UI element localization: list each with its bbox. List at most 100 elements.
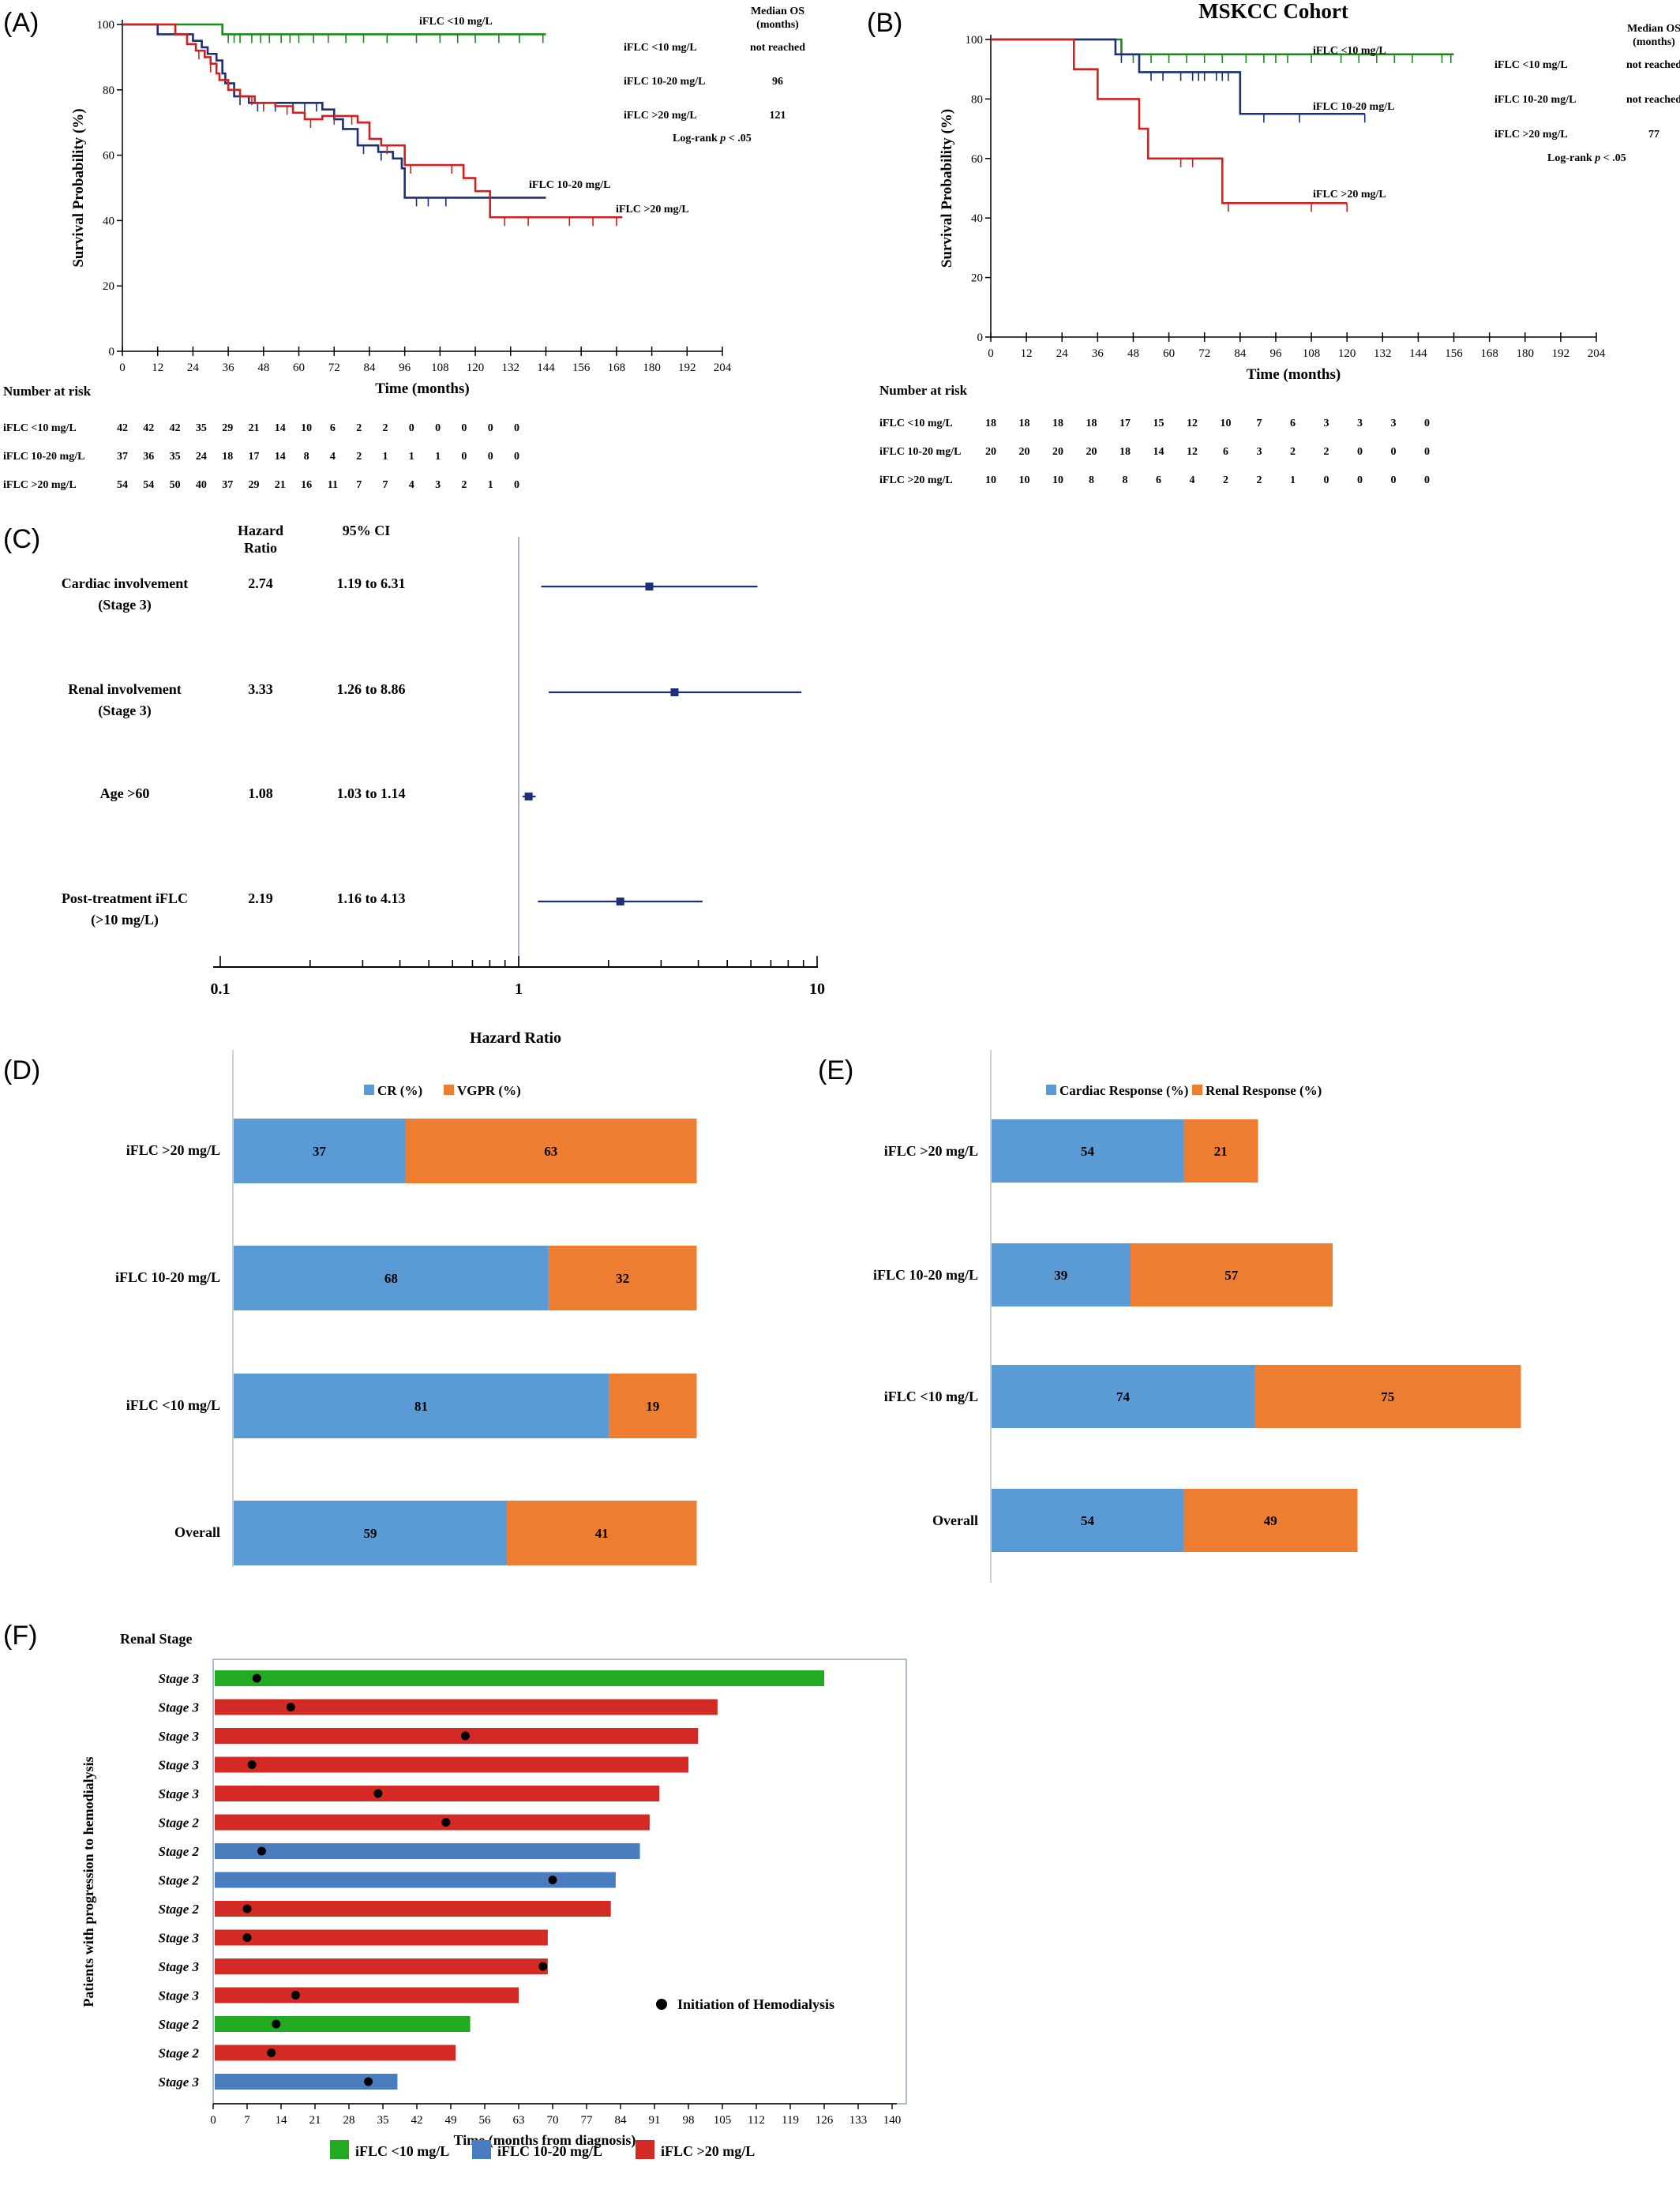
y-tick-label: 60 <box>971 153 983 166</box>
covariate-label: Renal involvement <box>68 681 182 697</box>
legend-label: iFLC >20 mg/L <box>661 2143 755 2159</box>
x-tick-label: 42 <box>411 2114 423 2127</box>
risk-count: 4 <box>409 479 414 491</box>
risk-count: 0 <box>1324 474 1329 486</box>
risk-count: 15 <box>1153 418 1164 429</box>
patient-bar <box>215 2045 456 2061</box>
x-tick-label: 126 <box>816 2114 834 2127</box>
hr-point <box>645 583 654 590</box>
curve-label: iFLC 10-20 mg/L <box>1313 101 1394 113</box>
logrank-part: < .05 <box>1600 152 1626 164</box>
category-label: Overall <box>932 1512 978 1528</box>
risk-count: 0 <box>435 422 441 434</box>
y-tick-label: 20 <box>103 280 114 293</box>
hemodialysis-marker <box>242 1904 252 1914</box>
risk-count: 24 <box>196 451 207 463</box>
risk-count: 2 <box>1257 474 1262 486</box>
x-tick-label: 24 <box>187 362 200 374</box>
bar-segment <box>992 1119 1183 1183</box>
bar-segment <box>992 1489 1183 1552</box>
y-tick-label: 20 <box>971 272 983 285</box>
risk-count: 54 <box>117 479 128 491</box>
logrank-text: Log-rank p < .05 <box>673 133 752 144</box>
risk-count: 0 <box>1357 474 1363 486</box>
median-row-value: 77 <box>1648 129 1659 141</box>
risk-count: 3 <box>1324 418 1329 429</box>
x-tick-label: 96 <box>1269 347 1282 360</box>
hemodialysis-marker <box>252 1674 261 1683</box>
x-tick-label: 180 <box>1517 347 1535 360</box>
bar-segment <box>1183 1119 1258 1183</box>
hemodialysis-marker <box>373 1789 383 1798</box>
median-os-header: Median OS <box>751 6 804 17</box>
risk-count: 20 <box>1052 446 1063 458</box>
bar-segment <box>1183 1489 1358 1552</box>
y-axis-title: Survival Probability (%) <box>939 109 955 268</box>
risk-count: 12 <box>1187 446 1198 458</box>
median-os-header: Median OS <box>1627 23 1680 35</box>
risk-count: 18 <box>985 418 996 429</box>
risk-count: 8 <box>1123 474 1128 486</box>
risk-count: 8 <box>1089 474 1094 486</box>
x-tick-label: 60 <box>293 362 305 374</box>
risk-count: 0 <box>461 422 467 434</box>
swimmer-plot-f: Renal Stage 0 7 14 21 28 35 42 49 56 63 70 77 84 91 98 1… <box>81 1631 907 2159</box>
x-tick-label: 140 <box>883 2114 902 2127</box>
x-tick-label: 72 <box>328 362 340 374</box>
bar-value-label: 32 <box>616 1271 629 1286</box>
x-axis-title: Time (months) <box>375 380 469 397</box>
risk-count: 14 <box>275 422 286 434</box>
bar-value-label: 54 <box>1081 1144 1095 1159</box>
col-header-hr: Ratio <box>244 540 277 556</box>
x-tick-label: 120 <box>467 362 485 374</box>
row-header: Renal Stage <box>120 1631 193 1647</box>
bar-value-label: 21 <box>1214 1144 1228 1159</box>
median-row-value: not reached <box>1626 59 1680 71</box>
risk-row-label: iFLC 10-20 mg/L <box>3 451 84 463</box>
risk-count: 21 <box>249 422 260 434</box>
y-tick-label: 80 <box>103 84 114 97</box>
risk-count: 14 <box>275 451 286 463</box>
legend-swatch <box>472 2140 491 2159</box>
x-tick-label: 105 <box>714 2114 732 2127</box>
stage-label: Stage 2 <box>159 1902 200 1917</box>
x-tick-label: 204 <box>1588 347 1606 360</box>
legend-label: Cardiac Response (%) <box>1059 1083 1188 1098</box>
bar-segment <box>405 1119 697 1183</box>
logrank-part: Log-rank <box>673 133 720 144</box>
x-tick-label: 156 <box>1445 347 1463 360</box>
risk-count: 37 <box>117 451 128 463</box>
hr-point <box>524 793 533 800</box>
x-tick-label: 10 <box>809 980 825 998</box>
stage-label: Stage 2 <box>159 2046 200 2061</box>
risk-count: 4 <box>330 451 336 463</box>
x-tick-label: 12 <box>1021 347 1033 360</box>
bar-value-label: 75 <box>1381 1389 1394 1404</box>
bar-value-label: 41 <box>595 1526 609 1541</box>
stage-label: Stage 3 <box>159 1700 200 1715</box>
logrank-p: p <box>1594 152 1600 164</box>
x-tick-label: 144 <box>1409 347 1427 360</box>
risk-count: 0 <box>1391 474 1397 486</box>
x-tick-label: 84 <box>1234 347 1247 360</box>
risk-count: 50 <box>170 479 181 491</box>
stage-label: Stage 3 <box>159 1786 200 1801</box>
risk-count: 10 <box>1052 474 1063 486</box>
covariate-label: (>10 mg/L) <box>91 912 159 928</box>
hemodialysis-marker <box>272 2019 281 2029</box>
risk-count: 0 <box>1391 446 1397 458</box>
legend-marker-label: Initiation of Hemodialysis <box>677 1996 834 2012</box>
bar-value-label: 81 <box>414 1399 428 1414</box>
hemodialysis-marker <box>548 1876 557 1884</box>
category-label: Overall <box>174 1524 220 1540</box>
median-row-value: not reached <box>750 42 805 54</box>
x-tick-label: 56 <box>479 2114 492 2127</box>
category-label: iFLC 10-20 mg/L <box>873 1267 978 1283</box>
x-tick-label: 192 <box>678 362 696 374</box>
risk-count: 17 <box>1119 418 1131 429</box>
risk-count: 6 <box>1290 418 1296 429</box>
curve-label: iFLC <10 mg/L <box>1313 45 1386 57</box>
legend-swatch <box>444 1085 454 1095</box>
ci-value: 1.19 to 6.31 <box>337 575 406 591</box>
x-tick-label: 84 <box>615 2114 628 2127</box>
